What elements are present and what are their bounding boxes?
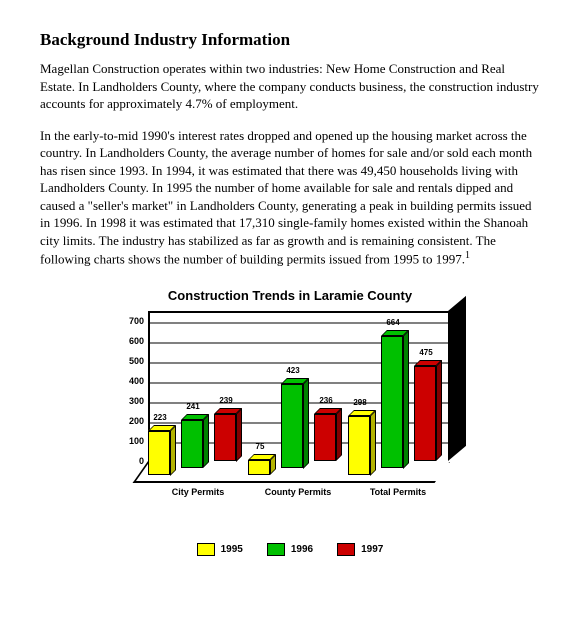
chart-bar: 664	[381, 336, 403, 469]
y-tick-label: 600	[110, 336, 144, 346]
chart-bar: 239	[214, 414, 236, 462]
bar-value-label: 239	[212, 396, 240, 405]
bar-value-label: 298	[346, 398, 374, 407]
bar-value-label: 223	[146, 413, 174, 422]
x-tick-label: Total Permits	[348, 487, 448, 497]
chart-bar: 236	[314, 414, 336, 461]
legend-item: 1997	[337, 543, 383, 556]
page-title: Background Industry Information	[40, 30, 540, 50]
chart-bars: 223 241 239 75 423 236 298 664 475	[148, 311, 448, 461]
legend-label: 1996	[291, 544, 313, 555]
y-tick-label: 100	[110, 436, 144, 446]
bar-value-label: 475	[412, 348, 440, 357]
y-tick-label: 200	[110, 416, 144, 426]
legend-swatch	[337, 543, 355, 556]
bar-value-label: 664	[379, 318, 407, 327]
y-tick-label: 700	[110, 316, 144, 326]
y-tick-label: 0	[110, 456, 144, 466]
chart-bar: 423	[281, 384, 303, 469]
chart-bar: 223	[148, 431, 170, 476]
chart-wall-right	[448, 296, 466, 461]
chart-bar: 298	[348, 416, 370, 476]
chart-bar: 75	[248, 460, 270, 475]
legend-item: 1995	[197, 543, 243, 556]
paragraph-1: Magellan Construction operates within tw…	[40, 60, 540, 113]
chart-floor-edge	[134, 481, 434, 483]
bar-value-label: 241	[179, 402, 207, 411]
chart-title: Construction Trends in Laramie County	[110, 288, 470, 303]
chart-legend: 1995 1996 1997	[110, 543, 470, 556]
bar-value-label: 236	[312, 396, 340, 405]
footnote-ref: 1	[465, 250, 470, 261]
chart-bar: 241	[181, 420, 203, 468]
legend-item: 1996	[267, 543, 313, 556]
y-tick-label: 300	[110, 396, 144, 406]
chart-container: Construction Trends in Laramie County 0 1…	[110, 288, 470, 556]
bar-chart: 0 100 200 300 400 500 600 700 223 241 239 75 423 236…	[110, 311, 470, 501]
bar-value-label: 423	[279, 366, 307, 375]
legend-swatch	[267, 543, 285, 556]
paragraph-2: In the early-to-mid 1990's interest rate…	[40, 127, 540, 269]
x-tick-label: County Permits	[248, 487, 348, 497]
y-tick-label: 400	[110, 376, 144, 386]
y-tick-label: 500	[110, 356, 144, 366]
x-tick-label: City Permits	[148, 487, 248, 497]
legend-label: 1995	[221, 544, 243, 555]
legend-swatch	[197, 543, 215, 556]
chart-bar: 475	[414, 366, 436, 461]
legend-label: 1997	[361, 544, 383, 555]
bar-value-label: 75	[246, 442, 274, 451]
